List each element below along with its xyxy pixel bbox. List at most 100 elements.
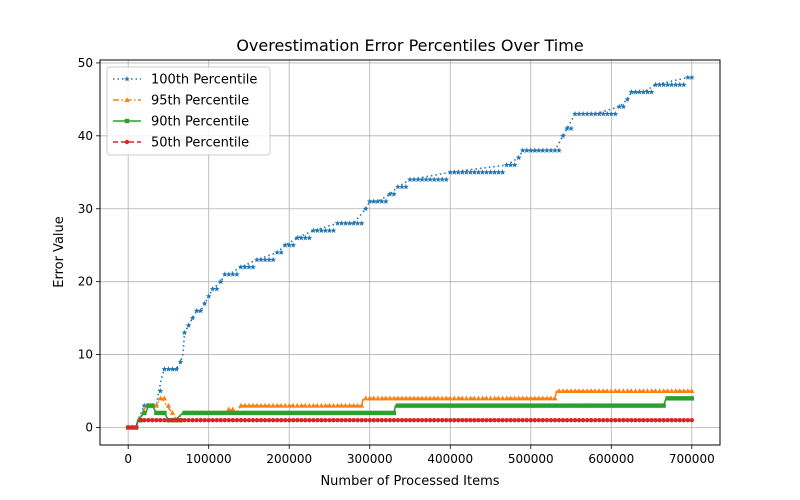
series-point	[399, 183, 405, 190]
series-point	[274, 402, 280, 408]
series-point	[600, 110, 607, 117]
series-point	[423, 395, 429, 401]
series-point	[347, 418, 352, 423]
series-point	[597, 403, 602, 408]
series-point	[382, 198, 389, 204]
series-point	[479, 169, 486, 175]
series-point	[596, 388, 602, 394]
series-point	[519, 147, 526, 153]
series-point	[170, 418, 175, 423]
series-point	[621, 418, 626, 423]
series-point	[294, 402, 300, 408]
y-tick-label: 40	[78, 129, 93, 143]
series-point	[605, 418, 610, 423]
series-point	[387, 410, 393, 416]
series-point	[669, 388, 675, 394]
series-point	[673, 418, 678, 423]
series-point	[560, 403, 566, 408]
series-point	[226, 406, 232, 412]
series-point	[648, 388, 655, 394]
series-point	[347, 410, 352, 416]
series-point	[544, 395, 550, 401]
series-point	[604, 388, 610, 394]
series-point	[508, 403, 513, 408]
series-point	[492, 418, 497, 423]
series-point	[431, 176, 438, 183]
legend-item: 95th Percentile	[113, 94, 249, 109]
series-point	[535, 147, 542, 153]
series-point	[588, 418, 594, 423]
series-point	[495, 169, 502, 175]
series-point	[177, 358, 184, 365]
series-point	[157, 395, 163, 401]
series-point	[564, 403, 570, 408]
y-tick-label: 20	[78, 275, 93, 289]
series-point	[653, 418, 658, 423]
series-point	[266, 402, 272, 408]
series-point	[335, 410, 340, 416]
series-point	[423, 403, 429, 408]
series-point	[523, 147, 530, 153]
series-point	[480, 418, 485, 423]
series-point	[315, 418, 320, 423]
series-point	[601, 418, 606, 423]
series-point	[158, 410, 163, 416]
series-point	[202, 410, 207, 416]
series-point	[226, 410, 232, 416]
series-point	[218, 410, 223, 416]
series-point	[234, 418, 240, 423]
series-point	[616, 388, 622, 394]
series-point	[669, 418, 674, 423]
series-point	[411, 403, 417, 408]
series-point	[467, 395, 473, 401]
series-point	[303, 418, 308, 423]
series-point	[452, 403, 457, 408]
series-point	[548, 418, 554, 423]
series-point	[387, 395, 393, 401]
series-point	[495, 395, 502, 401]
legend-label: 95th Percentile	[151, 94, 249, 109]
series-point	[322, 227, 329, 234]
series-point	[185, 322, 192, 328]
series-point	[371, 410, 376, 416]
series-point	[451, 169, 458, 175]
series-point	[512, 403, 517, 408]
series-point	[310, 227, 317, 234]
series-point	[609, 418, 614, 423]
series-point	[310, 402, 316, 408]
series-point	[350, 220, 357, 226]
series-point	[346, 220, 353, 226]
series-point	[230, 406, 236, 412]
series-point	[584, 110, 590, 117]
series-point	[323, 418, 328, 423]
series-point	[685, 388, 691, 394]
series-point	[142, 410, 147, 416]
series-point	[190, 418, 195, 423]
series-point	[210, 410, 215, 416]
series-point	[254, 256, 260, 263]
series-point	[592, 110, 599, 117]
series-point	[600, 388, 606, 394]
series-point	[221, 271, 228, 277]
series-point	[572, 418, 578, 423]
series-point	[508, 395, 514, 401]
series-point	[162, 410, 167, 416]
series-point	[568, 125, 574, 131]
series-point	[383, 410, 389, 416]
series-point	[266, 256, 272, 263]
x-tick-label: 300000	[347, 452, 393, 466]
series-point	[580, 110, 586, 117]
series-point	[681, 418, 686, 423]
series-point	[202, 418, 207, 423]
series-point	[556, 403, 562, 408]
y-axis-ticks: 0 10 20 30 40 50	[78, 56, 100, 435]
series-point	[427, 176, 433, 183]
series-point	[512, 418, 517, 423]
series-point	[153, 402, 159, 408]
series-point	[665, 418, 670, 423]
series-point	[625, 403, 630, 408]
series-point	[475, 395, 482, 401]
series-point	[322, 402, 329, 408]
series-point	[689, 388, 695, 394]
series-2	[125, 396, 695, 430]
